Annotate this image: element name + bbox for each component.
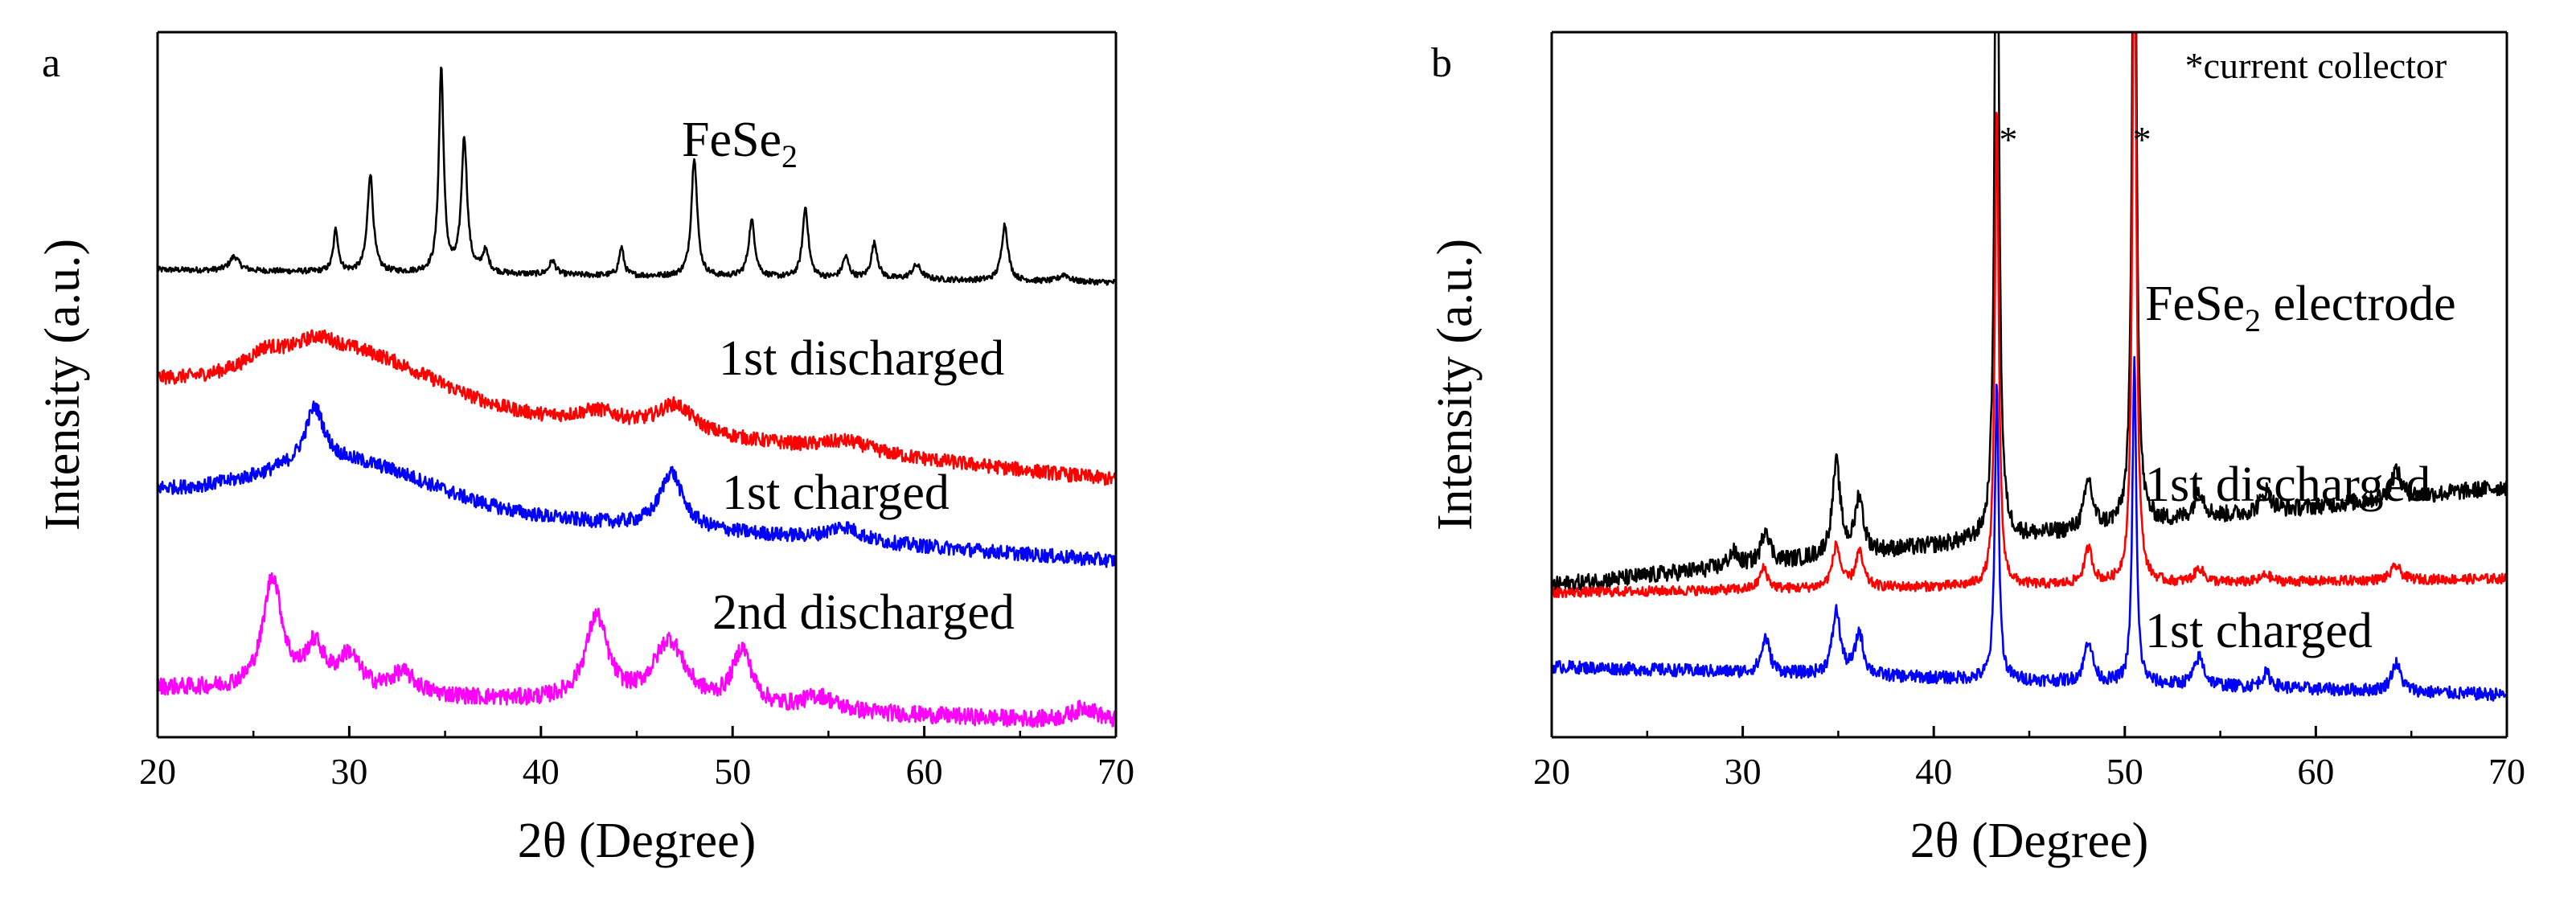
series-label-main: 1st discharged <box>719 331 1004 386</box>
series-label-b-1: 1st discharged <box>2145 457 2430 512</box>
annotation-b-2: * <box>2133 119 2151 160</box>
chart-panel-a: 20 30 40 50 60 70 2θ (Degree) Intensity (a.u.) a… <box>35 31 1134 868</box>
series-label-a-3: 2nd discharged <box>712 585 1015 640</box>
x-tick-label: 70 <box>1097 751 1134 792</box>
x-tick-label: 60 <box>906 751 943 792</box>
series-line-a-1 <box>158 329 1116 486</box>
series-label-main: 1st discharged <box>2145 457 2430 512</box>
y-axis-title: Intensity (a.u.) <box>35 239 90 531</box>
series-label-a-0: FeSe2 <box>682 113 798 174</box>
series-label-a-1: 1st discharged <box>719 331 1004 386</box>
annotation-b-1: * <box>1999 119 2017 160</box>
x-tick-label: 20 <box>1533 751 1570 792</box>
series-line-b-2 <box>1552 355 2507 702</box>
x-tick-label: 30 <box>330 751 367 792</box>
series-line-a-0 <box>158 66 1116 286</box>
series-label-main: 2nd discharged <box>712 585 1015 640</box>
series-label-main: 1st charged <box>2145 604 2373 658</box>
series-label-main: FeSe <box>682 113 781 167</box>
series-label-main: FeSe <box>2145 277 2245 331</box>
x-axis-title: 2θ (Degree) <box>518 814 756 868</box>
series-label-a-2: 1st charged <box>722 465 950 520</box>
series-label-subscript: 2 <box>781 138 798 174</box>
panel-letter-a: a <box>42 40 60 86</box>
series-line-b-1 <box>1552 32 2507 599</box>
y-axis-title: Intensity (a.u.) <box>1428 239 1483 531</box>
x-tick-label: 20 <box>139 751 176 792</box>
x-tick-label: 30 <box>1725 751 1762 792</box>
series-label-main: 1st charged <box>722 465 950 520</box>
x-axis-title: 2θ (Degree) <box>1910 814 2148 868</box>
x-tick-label: 40 <box>523 751 560 792</box>
x-tick-label: 60 <box>2297 751 2334 792</box>
annotation-b-0: *current collector <box>2185 45 2447 86</box>
x-tick-label: 40 <box>1915 751 1952 792</box>
x-tick-label: 70 <box>2488 751 2525 792</box>
series-line-b-0 <box>1552 32 2507 593</box>
series-line-a-3 <box>158 572 1116 728</box>
x-tick-label: 50 <box>714 751 751 792</box>
series-line-a-2 <box>158 400 1116 568</box>
chart-panel-b: 20 30 40 50 60 70 2θ (Degree) Intensity (a.u.) b… <box>1428 31 2525 868</box>
panel-letter-b: b <box>1431 40 1452 86</box>
series-label-b-2: 1st charged <box>2145 604 2373 658</box>
series-label-b-0: FeSe2 electrode <box>2145 277 2456 338</box>
series-label-subscript: 2 <box>2245 302 2261 338</box>
x-tick-label: 50 <box>2106 751 2143 792</box>
series-label-tail: electrode <box>2261 277 2456 331</box>
